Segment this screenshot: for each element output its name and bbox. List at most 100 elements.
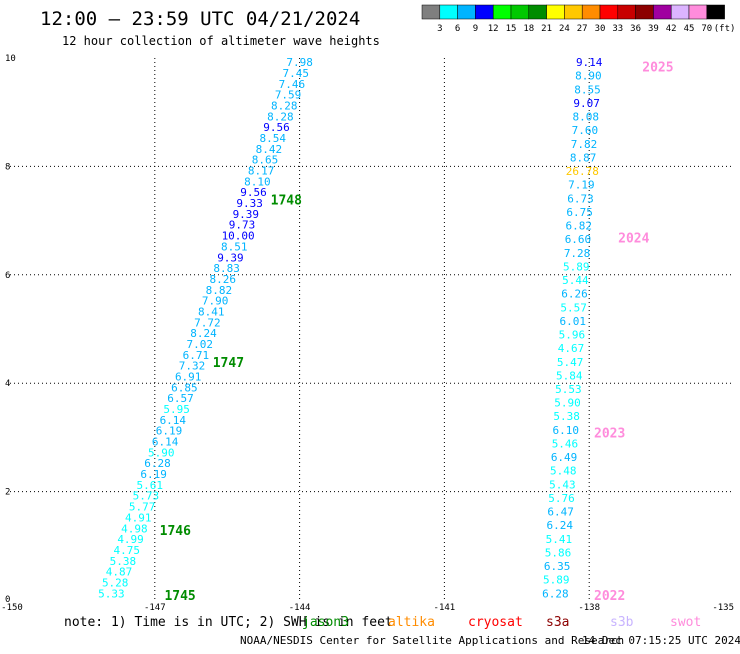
wave-height-value: 9.39 (233, 208, 260, 221)
wave-height-value: 6.26 (561, 288, 588, 301)
wave-height-value: 6.82 (566, 220, 593, 233)
wave-height-value: 9.07 (573, 97, 600, 110)
wave-height-value: 5.28 (102, 576, 129, 589)
y-tick-label: 6 (5, 271, 10, 281)
time-label: 2023 (594, 426, 625, 441)
colorbar-swatch (635, 4, 654, 20)
wave-height-value: 4.98 (121, 522, 148, 535)
time-label: 1747 (213, 356, 244, 371)
wave-height-value: 6.71 (183, 349, 210, 362)
wave-height-points: 5.335.284.875.384.754.994.984.915.775.73… (98, 56, 603, 600)
satellite-legend-cryosat: cryosat (468, 615, 523, 630)
wave-height-value: 8.41 (198, 305, 225, 318)
wave-height-value: 4.75 (113, 544, 140, 557)
wave-height-value: 5.46 (552, 437, 579, 450)
x-tick-label: -150 (1, 603, 23, 613)
wave-height-value: 8.08 (572, 111, 599, 124)
y-tick-label: 0 (5, 595, 10, 605)
wave-height-value: 9.56 (240, 186, 267, 199)
wave-height-value: 6.28 (542, 587, 569, 600)
wave-height-value: 7.45 (283, 67, 310, 80)
wave-height-value: 8.83 (213, 262, 240, 275)
wave-height-value: 6.28 (144, 457, 171, 470)
colorbar-label: 36 (630, 24, 641, 34)
wave-height-value: 6.75 (566, 206, 593, 219)
wave-height-value: 6.57 (167, 392, 194, 405)
footer-timestamp: 14 Dec 07:15:25 UTC 2024 (582, 634, 740, 647)
wave-height-value: 6.19 (156, 425, 183, 438)
wave-height-value: 10.00 (222, 230, 255, 243)
colorbar-swatch (528, 4, 547, 20)
wave-height-value: 5.44 (562, 274, 589, 287)
wave-height-value: 8.65 (252, 154, 279, 167)
y-tick-label: 2 (5, 488, 10, 498)
time-labels: 1745 1746 1747 1748 2022 2023 2024 2025 (160, 61, 674, 604)
wave-height-value: 6.49 (551, 451, 578, 464)
colorbar-swatch (457, 4, 476, 20)
satellite-legend-s3b: s3b (610, 615, 634, 630)
colorbar-swatch (492, 4, 512, 20)
colorbar-label: 21 (541, 24, 552, 34)
wave-height-value: 6.10 (553, 424, 580, 437)
wave-height-value: 6.35 (544, 560, 571, 573)
wave-height-value: 5.77 (129, 501, 156, 514)
wave-height-value: 8.87 (570, 151, 597, 164)
colorbar-label: 27 (577, 24, 588, 34)
colorbar-label: 24 (559, 24, 570, 34)
wave-height-value: 7.59 (275, 89, 302, 102)
wave-height-value: 6.19 (140, 468, 167, 481)
time-label: 2022 (594, 589, 625, 604)
wave-height-value: 8.82 (206, 284, 233, 297)
time-label: 2024 (618, 231, 649, 246)
colorbar-swatch (510, 4, 530, 20)
satellite-legend-altika: altika (388, 615, 435, 630)
wave-height-value: 5.89 (563, 260, 590, 273)
wave-height-value: 5.53 (555, 383, 582, 396)
colorbar-label: 6 (455, 24, 460, 34)
time-label: 2025 (642, 61, 673, 76)
wave-height-value: 4.91 (125, 511, 152, 524)
wave-height-value: 5.33 (98, 587, 125, 600)
wave-height-value: 5.89 (543, 574, 570, 587)
y-tick-label: 8 (5, 162, 10, 172)
wave-height-value: 5.84 (556, 369, 583, 382)
wave-height-value: 5.90 (148, 446, 175, 459)
wave-height-value: 6.01 (559, 315, 586, 328)
wave-height-value: 5.43 (549, 478, 576, 491)
wave-height-value: 7.46 (279, 78, 306, 91)
wave-height-value: 5.95 (163, 403, 190, 416)
colorbar-swatch (670, 4, 690, 20)
x-tick-label: -141 (434, 603, 456, 613)
wave-height-value: 5.73 (133, 490, 160, 503)
colorbar-swatch (439, 4, 458, 20)
time-label: 1745 (164, 589, 195, 604)
colorbar-swatch (706, 4, 725, 20)
wave-height-value: 5.57 (560, 301, 587, 314)
wave-height-value: 8.10 (244, 175, 271, 188)
colorbar-label: 33 (612, 24, 623, 34)
wave-height-value: 4.99 (117, 533, 144, 546)
wave-height-value: 7.82 (571, 138, 598, 151)
footer-credit: NOAA/NESDIS Center for Satellite Applica… (240, 634, 624, 647)
wave-height-value: 9.33 (236, 197, 263, 210)
colorbar-swatch (421, 4, 441, 20)
wave-height-value: 6.85 (171, 381, 198, 394)
colorbar-swatch (653, 4, 672, 20)
colorbar-label: 15 (506, 24, 517, 34)
wave-height-value: 6.14 (160, 414, 187, 427)
wave-height-value: 5.96 (559, 329, 586, 342)
wave-height-value: 4.67 (558, 342, 585, 355)
wave-height-value: 8.54 (259, 132, 286, 145)
colorbar-swatch (617, 4, 636, 20)
wave-height-value: 26.78 (566, 165, 599, 178)
wave-height-value: 6.91 (175, 370, 202, 383)
wave-height-value: 8.28 (271, 99, 298, 112)
wave-height-value: 6.73 (567, 192, 594, 205)
colorbar-swatch (475, 4, 494, 20)
colorbar-swatch (564, 4, 583, 20)
wave-height-value: 5.90 (554, 397, 581, 410)
colorbar-label: 18 (523, 24, 534, 34)
colorbar-label: 45 (684, 24, 695, 34)
colorbar-label: 3 (437, 24, 442, 34)
